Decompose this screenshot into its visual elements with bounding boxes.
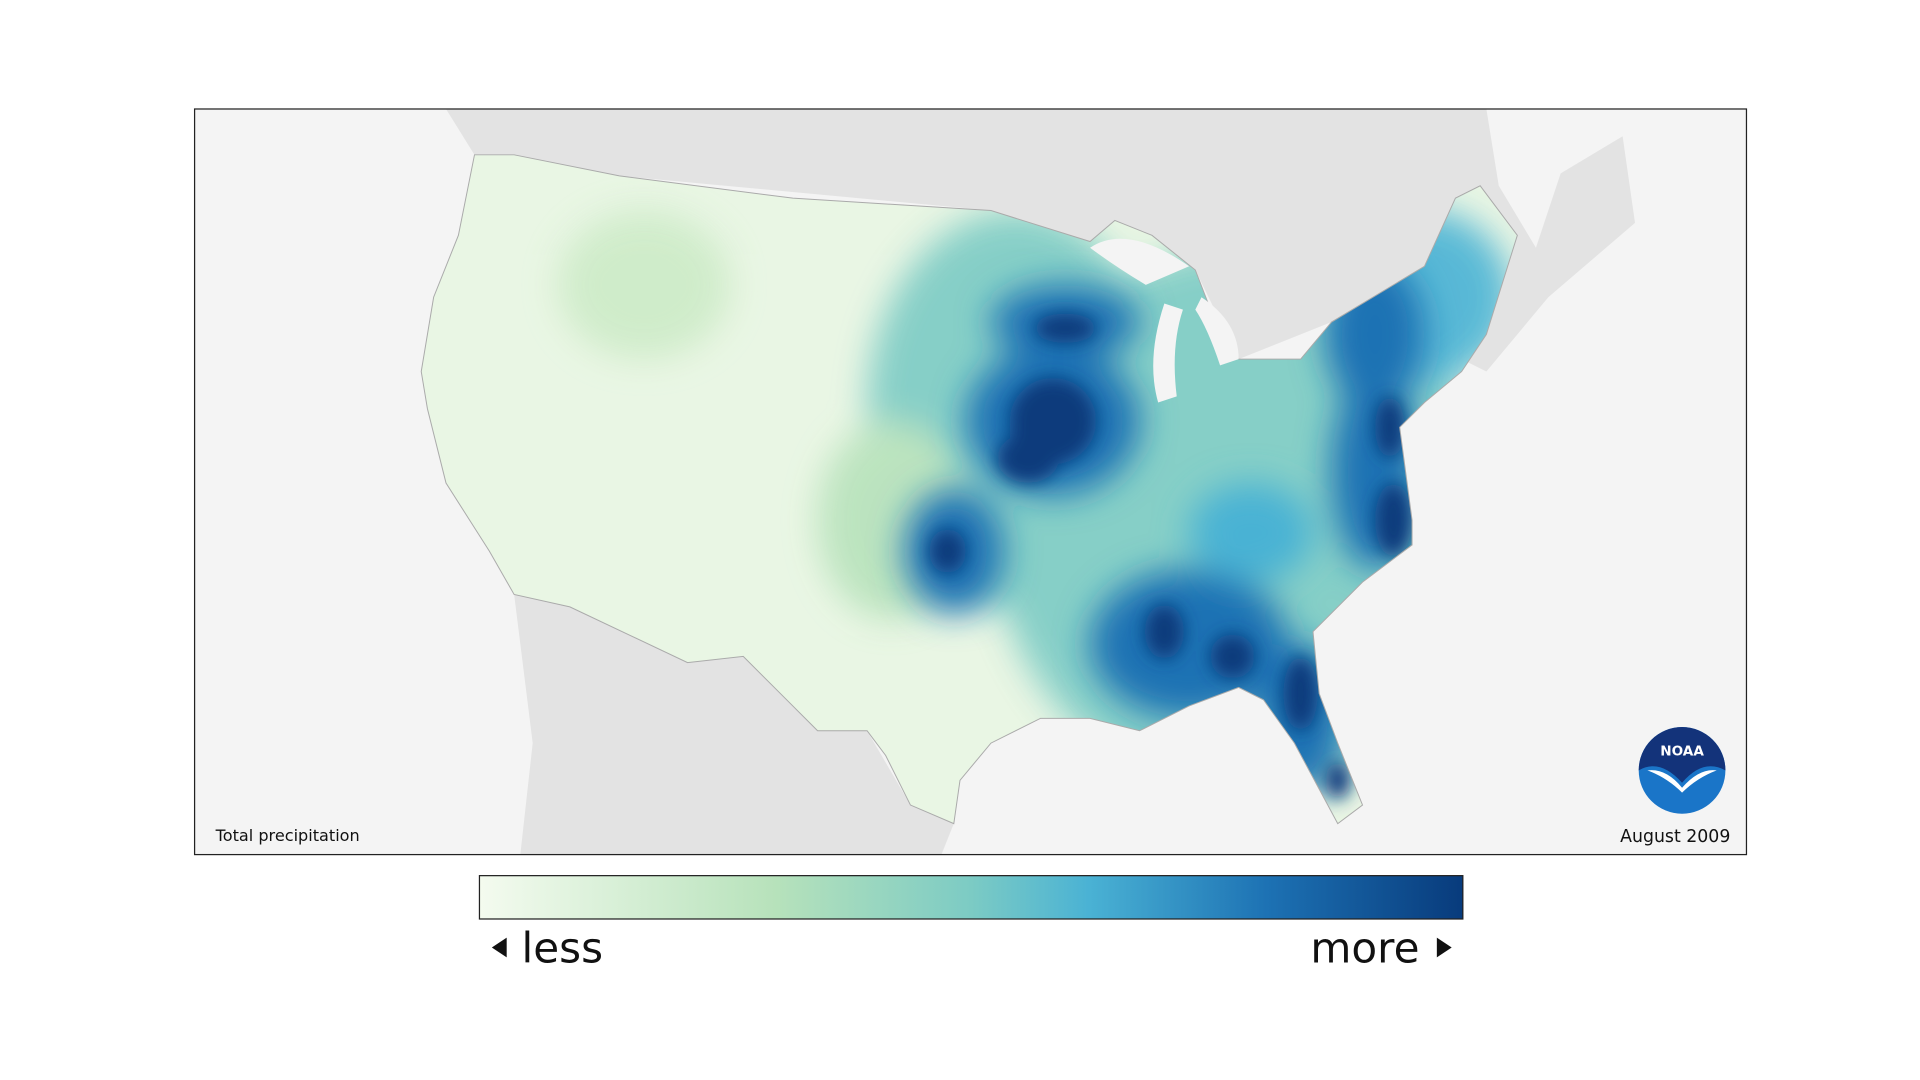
map-frame [193,108,1748,856]
logo-text: NOAA [1660,744,1704,760]
caption-left: Total precipitation [215,826,360,845]
more-arrow [1436,937,1452,958]
map [194,108,1747,855]
mexico [514,594,954,855]
canada [446,108,1636,372]
logo-bird [1647,770,1717,793]
legend-low: less [522,923,603,972]
logo-top [1638,727,1726,783]
great-lakes [1090,238,1239,403]
color-ramp [478,875,1464,920]
less-arrow [491,937,507,958]
caption-right: August 2009 [1620,827,1730,847]
noaa-logo: NOAA [1638,727,1726,814]
legend-high: more [1310,923,1419,972]
